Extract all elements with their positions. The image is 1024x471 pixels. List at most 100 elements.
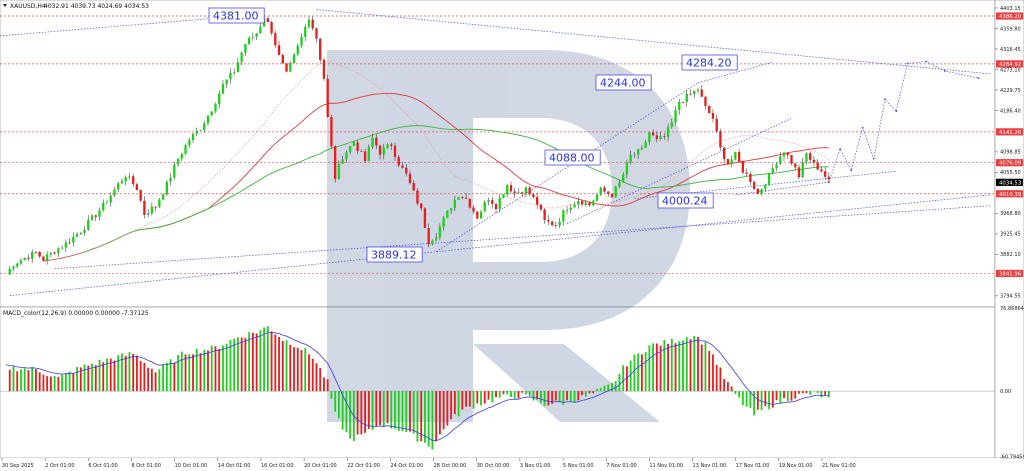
candle [790,154,793,166]
candle-body [659,136,662,140]
price-tag-label: 4034.53 [999,180,1021,186]
dropdown-triangle-icon[interactable] [3,4,7,7]
candle-body [726,159,730,165]
candle-body [539,204,543,210]
trend-line [54,205,990,270]
candle [494,202,498,214]
candle-body [199,130,202,131]
candle [45,251,49,265]
candle-body [592,200,595,206]
macd-bar [158,369,161,392]
candle-body [674,110,677,123]
trend-line [566,117,792,225]
macd-bar [472,391,475,409]
macd-bar [248,332,251,392]
candle-body [23,257,26,261]
candle-body [535,197,539,205]
macd-bar [532,391,535,401]
candle-body [300,36,303,46]
macd-bar [588,391,591,394]
price-level-tag: 3841.96 [996,269,1023,277]
candle-body [233,72,236,73]
candle-body [386,144,389,148]
price-annotation: 4088.00 [544,149,601,166]
macd-bar [27,370,30,392]
macd-bar [57,376,60,392]
candle-body [711,113,715,119]
macd-bar [562,391,565,405]
candle [8,266,11,275]
time-tick-label: 11 Nov 01:00 [649,463,683,469]
time-tick-label: 22 Oct 01:00 [347,463,380,469]
candle [659,132,662,141]
macd-bar [375,391,378,427]
macd-bar [240,337,243,392]
candle-body [90,215,94,220]
candle [696,88,700,94]
macd-bar [330,391,333,399]
candle [352,140,356,147]
candle [464,193,468,199]
candle-body [188,140,191,146]
candle [247,36,251,46]
macd-bar [278,336,280,392]
macd-bar [599,387,602,392]
candle [569,203,572,214]
macd-bar [192,354,194,392]
candle-body [356,142,359,151]
annotation-label: 4088.00 [549,152,595,165]
macd-bar [667,343,669,392]
macd-bar [79,367,82,392]
candle-body [618,182,621,187]
candle [386,143,389,150]
candle [363,148,367,164]
macd-bar [468,391,471,407]
candle-body [165,181,168,195]
candle-body [34,251,38,253]
price-tag-label: 4076.09 [999,161,1022,167]
macd-bar [199,353,202,392]
candle [438,223,442,241]
candle [255,32,258,41]
candle-body [135,184,139,191]
macd-bar [300,350,303,392]
candle-body [348,146,352,153]
candle [670,118,673,129]
candle [180,153,183,161]
candle [319,37,322,63]
candle-body [640,147,644,150]
macd-bar [756,391,759,410]
candle [31,249,34,264]
macd-bar [229,340,232,392]
macd-bar [177,354,179,392]
candle-body [31,251,34,259]
price-annotations: 4381.00 4284.20 4244.00 4088.00 4000.24 3889.… [208,7,738,263]
candle [468,198,471,209]
macd-bar [745,391,748,407]
macd-bar [113,360,116,392]
candle [472,204,475,215]
candle-body [195,130,198,134]
candle [794,163,797,171]
macd-bar [547,391,550,406]
macd-bar [143,362,146,392]
candle [199,129,202,131]
candle-body [352,142,356,147]
price-annotation: 4284.20 [681,54,738,71]
macd-bar [569,391,572,402]
macd-indicator-label: MACD_color(12,26,9) 0.00000 0.00000 -7.3… [3,310,149,317]
candle [509,181,513,195]
candle [345,150,348,163]
forecast-point [861,126,864,129]
macd-bar [820,391,823,398]
candle [644,139,647,149]
candle-body [453,199,457,209]
candle-body [491,200,494,204]
price-tag-label: 4141.26 [999,130,1022,136]
candle-body [244,43,247,53]
candle [543,208,546,224]
candle [259,23,262,34]
candle-body [543,209,546,220]
candle-body [584,202,587,205]
